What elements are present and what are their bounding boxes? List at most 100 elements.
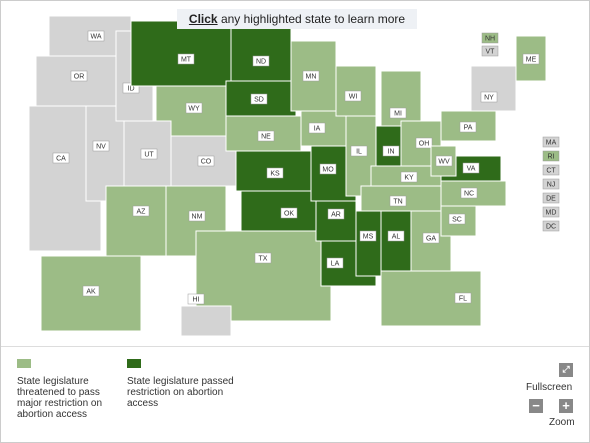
small-state-box[interactable] (542, 192, 560, 204)
state-label: ME (526, 56, 537, 63)
state[interactable]: NC (440, 180, 507, 207)
state[interactable]: AL (380, 210, 412, 277)
state-shape[interactable] (230, 25, 292, 82)
small-state[interactable]: MA (542, 136, 560, 148)
state-label-box (252, 55, 270, 67)
state[interactable]: ND (230, 25, 292, 82)
small-state-box[interactable] (481, 45, 499, 57)
legend: State legislature threatened to pass maj… (1, 346, 589, 443)
state-label: HI (193, 296, 200, 303)
state[interactable]: OR (35, 55, 117, 107)
state-label-box (415, 137, 433, 149)
small-state-box[interactable] (542, 136, 560, 148)
small-state-box[interactable] (542, 178, 560, 190)
small-state[interactable]: NH (481, 32, 499, 44)
state-label: AL (392, 233, 401, 240)
state-label: NY (484, 94, 494, 101)
instruction-banner: Click any highlighted state to learn mor… (177, 9, 417, 29)
state-shape[interactable] (180, 305, 232, 337)
state-label-box (344, 90, 362, 102)
state-label-box (187, 293, 205, 305)
state[interactable]: PA (440, 110, 497, 142)
state[interactable]: AK (40, 255, 142, 332)
state-label-box (522, 53, 540, 65)
state-label-box (140, 148, 158, 160)
state[interactable]: NE (225, 115, 302, 152)
state-label: CT (546, 167, 556, 174)
state[interactable]: NY (470, 65, 517, 112)
state-label: MS (363, 233, 374, 240)
state[interactable]: SC (440, 205, 477, 237)
small-state-box[interactable] (542, 220, 560, 232)
state[interactable]: OK (240, 190, 322, 232)
small-state[interactable]: CT (542, 164, 560, 176)
state[interactable]: NV (85, 105, 125, 202)
state-label: KY (404, 174, 414, 181)
state-label: VA (467, 165, 476, 172)
state[interactable]: FL (380, 270, 482, 327)
zoom-out-button[interactable]: − (529, 399, 543, 413)
state-label-box (462, 162, 480, 174)
state[interactable]: AR (315, 200, 357, 242)
state[interactable]: SD (225, 80, 297, 117)
state[interactable]: HI (180, 293, 232, 337)
state-shape[interactable] (355, 210, 382, 277)
small-state[interactable]: RI (542, 150, 560, 162)
state-label: AK (86, 288, 96, 295)
state-shape[interactable] (85, 105, 125, 202)
state[interactable]: ME (515, 35, 547, 82)
legend-label: State legislature threatened to pass maj… (17, 376, 103, 420)
state-shape[interactable] (105, 185, 167, 257)
state-label: GA (426, 235, 436, 242)
state-label: PA (464, 124, 473, 131)
state-label: NJ (547, 181, 556, 188)
state-label: AR (331, 211, 341, 218)
state-shape[interactable] (315, 200, 357, 242)
state-label-box (308, 122, 326, 134)
state-label: ID (128, 85, 135, 92)
state-label: WY (188, 105, 200, 112)
state[interactable]: WI (335, 65, 377, 117)
small-state-box[interactable] (542, 164, 560, 176)
state-shape[interactable] (380, 210, 412, 277)
state-label: IN (388, 148, 395, 155)
state-label-box (400, 171, 418, 183)
state[interactable]: MT (130, 20, 232, 87)
small-state[interactable]: VT (481, 45, 499, 57)
small-state[interactable]: MD (542, 206, 560, 218)
state-label: KS (270, 170, 280, 177)
state[interactable]: KS (235, 150, 312, 192)
state[interactable]: AZ (105, 185, 167, 257)
state-shape[interactable] (470, 65, 517, 112)
small-state[interactable]: DE (542, 192, 560, 204)
map: WA OR CA NV ID MT WY UT CO AZ NM ND SD NE KS OK TX MN IA MO… (28, 15, 560, 337)
small-state-box[interactable] (481, 32, 499, 44)
small-state[interactable]: DC (542, 220, 560, 232)
state-label: OR (74, 73, 85, 80)
state-label: MN (306, 73, 317, 80)
state-shape[interactable] (130, 20, 232, 87)
state[interactable]: MS (355, 210, 382, 277)
state[interactable]: UT (123, 120, 172, 187)
legend-swatch (127, 359, 141, 368)
state-label: CO (201, 158, 212, 165)
state-label-box (92, 140, 110, 152)
state-label-box (359, 230, 377, 242)
state-label-box (350, 145, 368, 157)
state[interactable]: MN (290, 40, 337, 112)
small-state-box[interactable] (542, 206, 560, 218)
state[interactable]: IA (300, 110, 347, 147)
zoom-in-button[interactable]: + (559, 399, 573, 413)
small-state-box[interactable] (542, 150, 560, 162)
instruction-text: any highlighted state to learn more (220, 12, 406, 26)
small-state[interactable]: NJ (542, 178, 560, 190)
zoom-label: Zoom (549, 417, 575, 428)
state-label: SC (452, 216, 462, 223)
state[interactable]: TN (360, 185, 442, 212)
state[interactable]: WV (430, 145, 457, 177)
state-label-box (327, 208, 345, 220)
state-label: NV (96, 143, 106, 150)
fullscreen-icon[interactable]: ⤢ (559, 363, 573, 377)
state[interactable]: CO (170, 135, 237, 187)
